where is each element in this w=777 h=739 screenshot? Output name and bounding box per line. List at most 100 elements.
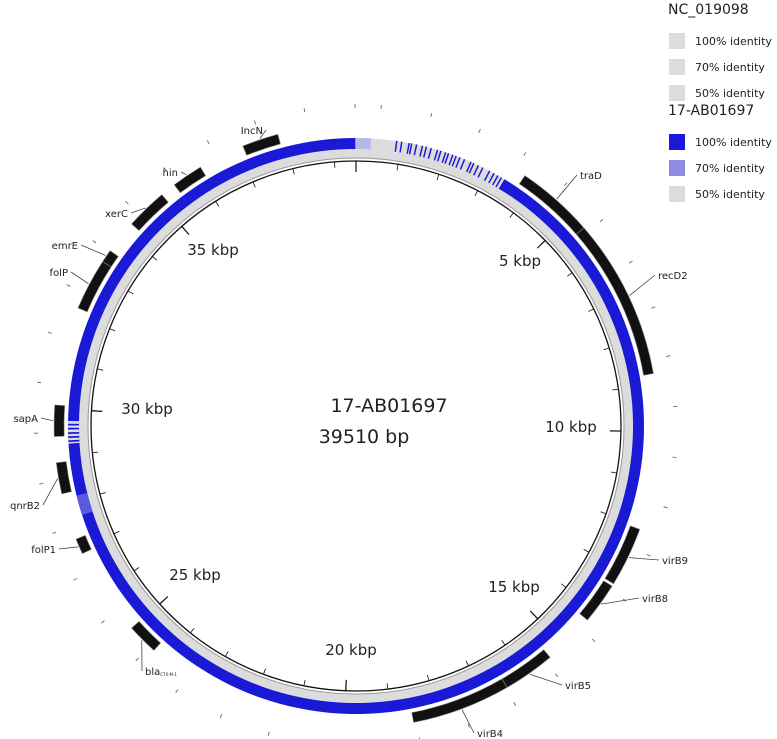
- outer-tick: [219, 714, 223, 719]
- minor-tick: [190, 627, 195, 634]
- blue-stripe: [444, 153, 450, 164]
- leader-line: [80, 244, 106, 256]
- minor-tick: [224, 651, 229, 657]
- blue-ring-faint: [76, 493, 93, 515]
- blue-stripe: [399, 141, 403, 153]
- leader-line: [180, 171, 187, 176]
- center-name: 17-AB01697: [330, 395, 447, 417]
- gene-arc: [242, 133, 281, 156]
- legend-label: 70% identity: [695, 61, 765, 74]
- legend-label: 50% identity: [695, 87, 765, 100]
- blue-stripe: [473, 164, 480, 176]
- gene-label: virB5: [565, 681, 591, 692]
- gene-arc: [55, 461, 72, 495]
- outer-tick: [101, 620, 105, 624]
- gene-label: virB4: [477, 729, 503, 739]
- gene-label: qnrB2: [10, 501, 40, 512]
- leader-line: [601, 597, 640, 605]
- blue-stripe: [468, 162, 475, 174]
- gene-label: blaCTX-M-1: [145, 667, 177, 678]
- legend-label: 100% identity: [695, 35, 772, 48]
- leader-line: [628, 557, 660, 561]
- outer-tick: [267, 731, 270, 736]
- blue-stripe: [477, 167, 484, 178]
- outer-tick: [513, 701, 517, 706]
- minor-tick: [600, 511, 607, 515]
- gene-label: xerC: [105, 209, 128, 220]
- outer-tick: [39, 482, 44, 485]
- outer-tick: [646, 554, 651, 557]
- major-tick: [529, 610, 539, 620]
- minor-tick: [303, 679, 306, 686]
- leader-line: [70, 271, 89, 285]
- leader-line: [259, 129, 267, 139]
- gene-arc: [131, 620, 162, 651]
- scale-label: 5 kbp: [499, 252, 541, 270]
- blue-stripe: [68, 432, 80, 435]
- minor-tick: [501, 639, 506, 646]
- blue-stripe: [491, 175, 499, 186]
- blue-stripe: [448, 154, 454, 166]
- gene-arc: [575, 227, 654, 376]
- outer-tick: [419, 737, 421, 739]
- outer-tick: [555, 673, 559, 678]
- outer-tick: [478, 128, 481, 133]
- minor-tick: [561, 583, 567, 588]
- gene-label: virB8: [642, 594, 668, 605]
- blue-stripe: [436, 150, 442, 162]
- leader-line: [40, 417, 54, 422]
- leader-line: [461, 709, 475, 734]
- minor-tick: [133, 567, 140, 572]
- identity-ring-edge: [87, 157, 625, 695]
- minor-tick: [465, 660, 469, 667]
- gene-label: folP1: [31, 545, 56, 556]
- blue-stripe: [441, 152, 447, 164]
- blue-stripe: [68, 435, 80, 439]
- outer-tick: [564, 182, 568, 187]
- blue-stripe: [459, 158, 466, 170]
- outer-tick: [523, 152, 527, 157]
- blue-stripe: [419, 145, 424, 157]
- blue-stripe: [488, 172, 495, 184]
- minor-tick: [567, 272, 573, 277]
- gene-arc: [53, 404, 66, 437]
- blue-stripe: [427, 147, 432, 159]
- gene-label: recD2: [658, 271, 688, 282]
- leader-line: [556, 174, 578, 200]
- blue-stripe: [68, 423, 80, 426]
- minor-tick: [113, 530, 120, 535]
- outer-tick: [430, 112, 433, 118]
- leader-line: [130, 207, 146, 214]
- minor-tick: [603, 347, 610, 351]
- minor-tick: [152, 256, 158, 261]
- blue-stripe: [406, 142, 410, 154]
- gene-arc: [131, 194, 169, 232]
- outer-tick: [47, 331, 52, 334]
- gene-label: hin: [163, 168, 178, 179]
- outer-tick: [599, 218, 604, 223]
- outer-tick: [303, 108, 306, 113]
- major-tick: [91, 410, 103, 412]
- legend-title: NC_019098: [668, 2, 749, 18]
- blue-ring-gap: [356, 138, 505, 189]
- gene-arc: [75, 534, 92, 555]
- blue-stripe: [394, 140, 398, 152]
- minor-tick: [99, 492, 106, 495]
- outer-tick: [591, 638, 596, 642]
- legend-swatch: [669, 33, 685, 49]
- legend-label: 100% identity: [695, 136, 772, 149]
- blue-stripe: [433, 149, 439, 161]
- outer-tick: [663, 506, 668, 509]
- minor-tick: [588, 308, 594, 312]
- identity-ring-bg: [79, 149, 633, 703]
- blue-stripe: [466, 161, 472, 173]
- outer-tick: [628, 260, 633, 264]
- blue-stripe: [495, 177, 503, 188]
- scale-label: 35 kbp: [187, 241, 239, 259]
- minor-tick: [610, 471, 617, 474]
- outer-tick: [135, 657, 139, 662]
- outer-tick: [73, 577, 78, 581]
- gene-label: folP: [50, 268, 68, 279]
- minor-tick: [263, 668, 266, 675]
